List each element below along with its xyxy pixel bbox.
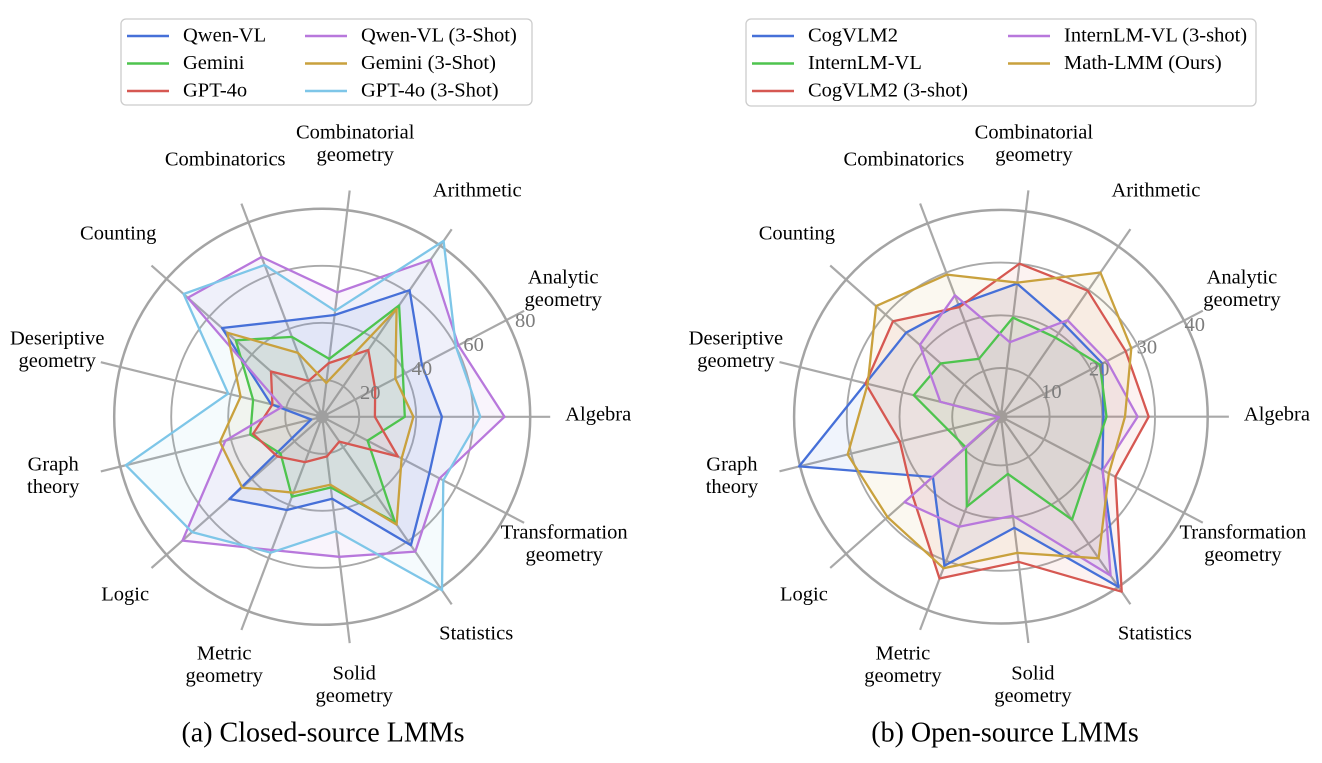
svg-text:20: 20: [360, 382, 381, 404]
svg-text:theory: theory: [706, 476, 759, 498]
svg-text:geometry: geometry: [1204, 544, 1282, 566]
svg-text:Combinatorics: Combinatorics: [844, 148, 965, 170]
svg-text:geometry: geometry: [525, 544, 603, 566]
svg-text:Transformation: Transformation: [1180, 521, 1307, 543]
svg-text:Deseriptive: Deseriptive: [10, 328, 105, 350]
svg-text:Graph: Graph: [706, 453, 757, 475]
svg-text:theory: theory: [27, 476, 80, 498]
svg-text:Deseriptive: Deseriptive: [689, 327, 784, 349]
svg-text:40: 40: [1184, 314, 1205, 336]
svg-text:Logic: Logic: [101, 584, 149, 606]
svg-text:Algebra: Algebra: [565, 404, 631, 426]
svg-text:Counting: Counting: [759, 222, 835, 244]
svg-text:Statistics: Statistics: [439, 623, 513, 645]
svg-text:Solid: Solid: [1011, 662, 1054, 684]
svg-text:geometry: geometry: [994, 685, 1072, 707]
svg-text:Gemini: Gemini: [183, 52, 245, 74]
svg-text:Qwen-VL (3-Shot): Qwen-VL (3-Shot): [361, 25, 517, 47]
svg-text:Combinatorial: Combinatorial: [296, 122, 415, 144]
svg-text:Transformation: Transformation: [501, 522, 628, 544]
svg-text:40: 40: [412, 358, 433, 380]
svg-text:10: 10: [1041, 381, 1062, 403]
svg-text:geometry: geometry: [995, 144, 1073, 166]
svg-text:geometry: geometry: [185, 665, 263, 687]
svg-text:Graph: Graph: [28, 454, 79, 476]
svg-text:InternLM-VL: InternLM-VL: [808, 52, 922, 74]
svg-text:Metric: Metric: [876, 642, 931, 664]
svg-text:20: 20: [1089, 359, 1110, 381]
svg-text:Statistics: Statistics: [1118, 622, 1192, 644]
svg-text:80: 80: [515, 310, 536, 332]
svg-text:(b) Open-source LMMs: (b) Open-source LMMs: [871, 717, 1139, 748]
svg-text:geometry: geometry: [524, 289, 602, 311]
svg-text:Analytic: Analytic: [1207, 266, 1278, 288]
svg-text:geometry: geometry: [1203, 289, 1281, 311]
svg-text:geometry: geometry: [315, 685, 393, 707]
svg-text:Solid: Solid: [333, 663, 376, 685]
svg-text:geometry: geometry: [864, 665, 942, 687]
svg-text:Metric: Metric: [197, 643, 252, 665]
svg-text:Combinatorics: Combinatorics: [165, 149, 286, 171]
svg-text:Logic: Logic: [780, 583, 828, 605]
svg-text:60: 60: [463, 334, 484, 356]
svg-text:Algebra: Algebra: [1244, 403, 1310, 425]
svg-text:Analytic: Analytic: [528, 267, 599, 289]
svg-text:geometry: geometry: [697, 350, 775, 372]
svg-text:GPT-4o: GPT-4o: [183, 80, 247, 102]
svg-text:Qwen-VL: Qwen-VL: [183, 25, 266, 47]
svg-text:GPT-4o (3-Shot): GPT-4o (3-Shot): [361, 80, 499, 102]
svg-text:Gemini (3-Shot): Gemini (3-Shot): [361, 52, 496, 74]
svg-text:geometry: geometry: [316, 144, 394, 166]
svg-text:Combinatorial: Combinatorial: [975, 121, 1094, 143]
svg-text:Counting: Counting: [80, 223, 156, 245]
svg-text:Math-LMM (Ours): Math-LMM (Ours): [1064, 52, 1222, 74]
svg-text:CogVLM2: CogVLM2: [808, 25, 898, 47]
svg-text:Arithmetic: Arithmetic: [1111, 179, 1200, 201]
svg-text:Arithmetic: Arithmetic: [433, 180, 522, 202]
svg-text:InternLM-VL (3-shot): InternLM-VL (3-shot): [1064, 25, 1247, 47]
svg-text:30: 30: [1137, 336, 1158, 358]
svg-text:CogVLM2 (3-shot): CogVLM2 (3-shot): [808, 80, 968, 102]
svg-text:geometry: geometry: [18, 350, 96, 372]
svg-text:(a) Closed-source LMMs: (a) Closed-source LMMs: [181, 717, 464, 748]
